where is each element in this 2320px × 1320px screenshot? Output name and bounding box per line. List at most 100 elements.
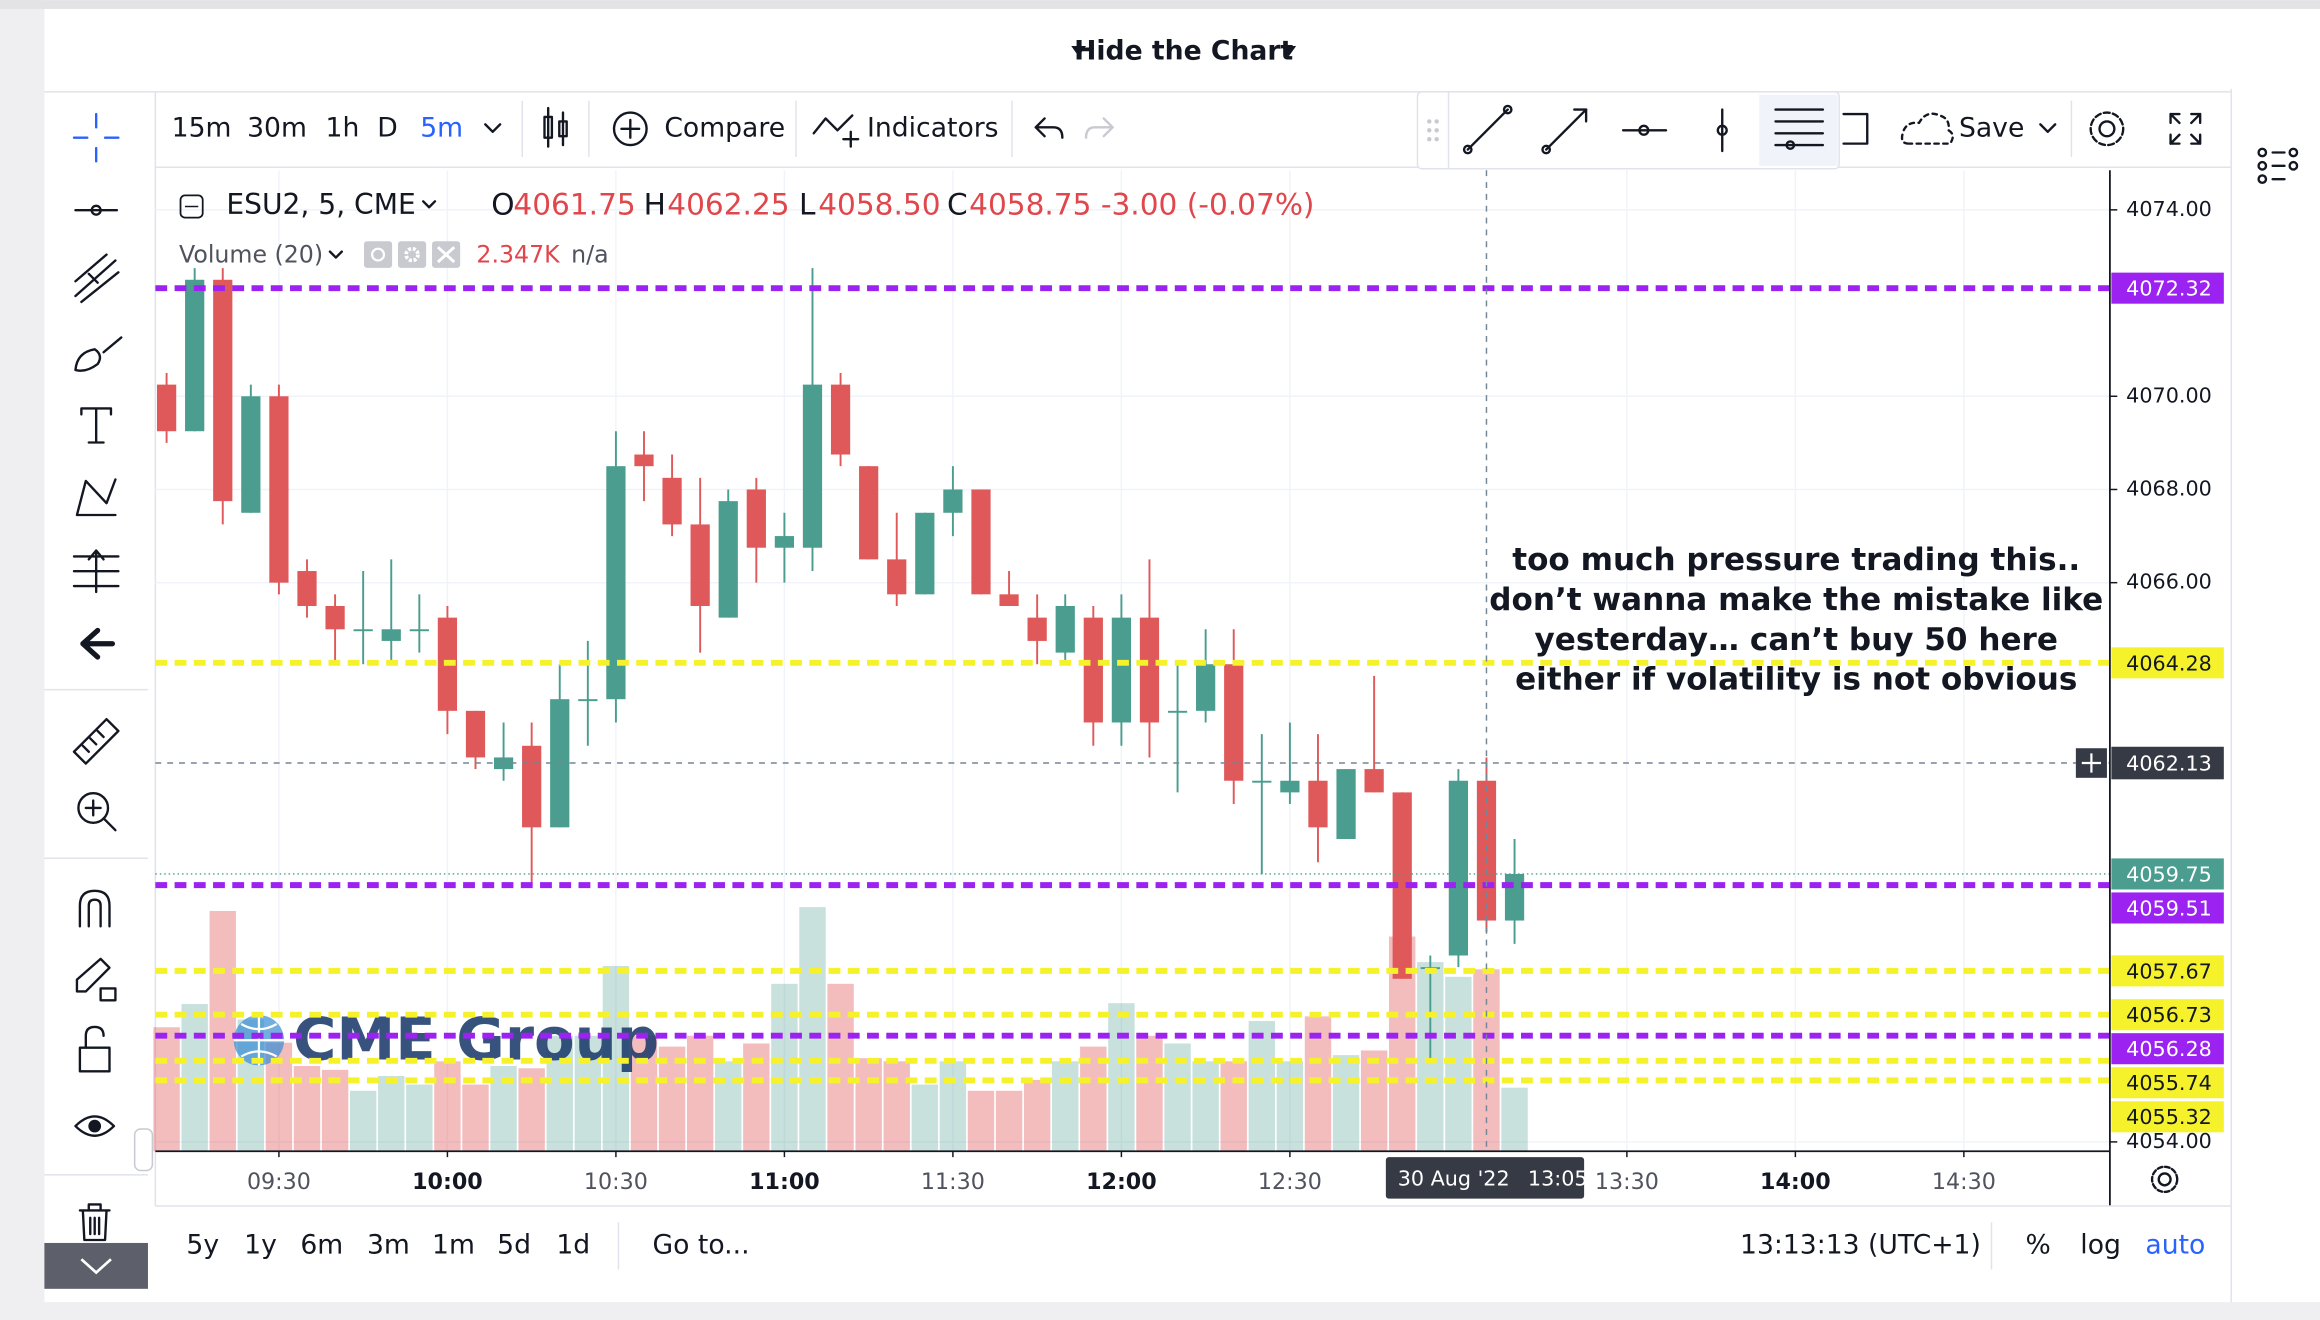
price-label: 4056.73 — [2126, 1003, 2212, 1027]
save-dropdown[interactable] — [2039, 123, 2057, 133]
volume-bar — [434, 1061, 461, 1152]
brush-tool[interactable] — [74, 336, 123, 372]
range-button[interactable]: 1d — [556, 1229, 590, 1260]
candle-body — [1392, 792, 1412, 979]
grid — [155, 170, 2110, 1152]
axis-settings-button[interactable] — [2150, 1165, 2179, 1194]
volume-bar — [1501, 1087, 1528, 1152]
vertical-line-tool[interactable] — [1716, 108, 1728, 153]
range-button[interactable]: 1m — [432, 1229, 475, 1260]
price-label-bg — [2111, 647, 2224, 679]
interval-button[interactable]: D — [377, 112, 398, 143]
lock-tool[interactable] — [78, 1025, 111, 1073]
volume-bar — [883, 1061, 910, 1152]
interval-button[interactable]: 30m — [247, 112, 307, 143]
collapse-legend[interactable] — [179, 194, 204, 219]
horizontal-line-tool[interactable] — [1621, 124, 1668, 136]
study-visibility[interactable] — [363, 241, 393, 268]
volume-dropdown[interactable] — [328, 250, 343, 259]
toolbar-hide-tab[interactable] — [133, 1128, 154, 1172]
volume-bar — [378, 1076, 405, 1152]
hide-chart-toggle[interactable]: Hide the Chart — [1071, 35, 1297, 66]
range-button[interactable]: 1y — [244, 1229, 277, 1260]
toggle-label[interactable]: Hide the Chart — [1074, 35, 1293, 66]
sidebar-icon[interactable] — [2257, 147, 2299, 185]
range-button[interactable]: 5d — [497, 1229, 531, 1260]
levels — [155, 285, 2110, 1084]
change: -3.00 (-0.07%) — [1101, 187, 1315, 221]
candle-body — [1336, 769, 1356, 839]
range-button[interactable]: 3m — [367, 1229, 410, 1260]
x-tick-label: 11:30 — [921, 1169, 985, 1195]
candle-body — [1027, 617, 1047, 641]
x-tick-label: 09:30 — [247, 1169, 311, 1195]
redo-button[interactable] — [1084, 117, 1114, 139]
candle-body — [1083, 617, 1103, 723]
clock[interactable]: 13:13:13 (UTC+1) — [1740, 1229, 1981, 1260]
interval-dropdown[interactable] — [484, 123, 502, 133]
delete-tool[interactable] — [78, 1203, 111, 1242]
back-button[interactable] — [80, 627, 116, 660]
interval-button-active[interactable]: 5m — [420, 112, 463, 143]
range-button[interactable]: 5y — [186, 1229, 219, 1260]
collapse-toolbar[interactable] — [44, 1242, 148, 1289]
auto-toggle[interactable]: auto — [2145, 1229, 2205, 1260]
candle-body — [999, 594, 1019, 606]
indicators-button[interactable]: Indicators — [867, 112, 999, 143]
percent-toggle[interactable]: % — [2026, 1229, 2051, 1260]
study-settings[interactable] — [398, 241, 427, 268]
trend-line-tool[interactable] — [1462, 104, 1513, 155]
magnet-tool[interactable] — [78, 889, 111, 928]
layout-button[interactable] — [1842, 112, 1869, 145]
lock-drawings-tool[interactable] — [75, 957, 117, 1002]
compare-button[interactable]: Compare — [664, 112, 785, 143]
volume-bar — [406, 1084, 433, 1152]
symbol[interactable]: ESU2, 5, CME — [226, 188, 415, 221]
window-edge — [0, 0, 45, 1320]
compare-icon[interactable] — [612, 111, 648, 147]
undo-button[interactable] — [1034, 117, 1064, 139]
settings-button[interactable] — [2089, 111, 2125, 147]
arrow-tool[interactable] — [1541, 108, 1588, 155]
candle-body — [1055, 605, 1075, 653]
y-tick-label: 4074.00 — [2126, 197, 2212, 221]
pitchfork-tool[interactable] — [74, 253, 120, 304]
interval-button[interactable]: 15m — [172, 112, 232, 143]
interval-button[interactable]: 1h — [326, 112, 360, 143]
volume-bar — [686, 1035, 714, 1152]
visibility-tool[interactable] — [74, 1115, 116, 1137]
cloud-icon[interactable] — [1900, 112, 1954, 145]
price-label-bg — [2111, 1033, 2224, 1065]
line-tool[interactable] — [74, 204, 119, 216]
prediction-tool[interactable] — [72, 549, 120, 594]
crosshair: 4062.13 30 Aug '22 13:05 — [155, 170, 2224, 1199]
zoom-tool[interactable] — [77, 791, 117, 832]
drag-handle[interactable] — [1427, 119, 1439, 142]
fullscreen-button[interactable] — [2169, 112, 2202, 145]
log-toggle[interactable]: log — [2080, 1229, 2121, 1260]
volume-study[interactable]: Volume (20) — [179, 241, 323, 269]
y-tick-label: 4066.00 — [2126, 570, 2212, 594]
candle-body — [409, 629, 429, 632]
price-label: 4055.74 — [2126, 1071, 2212, 1095]
ohlc-label: O — [491, 187, 514, 221]
crosshair-tool[interactable] — [72, 112, 120, 163]
x-tick-label: 14:30 — [1932, 1169, 1996, 1195]
ruler-tool[interactable] — [72, 718, 120, 765]
crosshair-plus — [2081, 753, 2102, 773]
volume-bar — [1248, 1021, 1276, 1152]
indicators-icon[interactable] — [812, 114, 860, 148]
caret — [1281, 45, 1297, 57]
annotation-line: yesterday… can’t buy 50 here — [1535, 622, 2058, 658]
goto-button[interactable]: Go to... — [653, 1229, 750, 1260]
range-button[interactable]: 6m — [300, 1229, 343, 1260]
volume-bar — [462, 1084, 489, 1152]
save-button[interactable]: Save — [1959, 112, 2024, 143]
annotation: too much pressure trading this.. don’t w… — [1489, 542, 2103, 698]
fib-tool[interactable] — [1774, 108, 1825, 150]
text-tool[interactable] — [80, 407, 113, 444]
chart-style-button[interactable] — [543, 106, 568, 148]
pattern-tool[interactable] — [75, 478, 117, 517]
volume-bar — [209, 910, 236, 1152]
symbol-dropdown[interactable] — [421, 200, 437, 209]
